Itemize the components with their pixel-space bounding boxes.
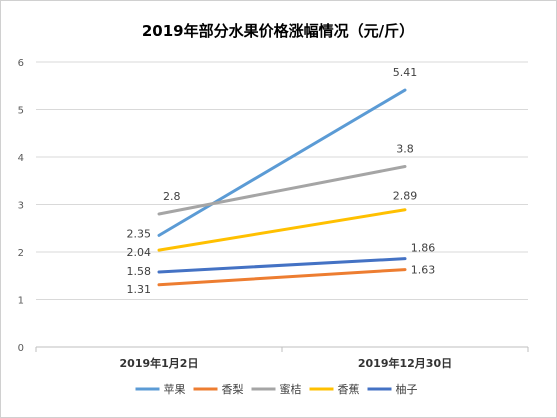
series-line [157, 88, 407, 237]
x-axis: 2019年1月2日 2019年12月30日 [35, 347, 529, 370]
data-label: 1.58 [127, 265, 152, 278]
series-lines [157, 88, 407, 287]
data-labels: 2.35 5.41 1.31 1.63 2.8 3.8 2.04 2.89 1.58 1.86 [127, 66, 436, 296]
y-tick-label: 4 [18, 153, 24, 164]
series-line [157, 165, 407, 216]
y-tick-label: 0 [18, 343, 24, 354]
y-tick-label: 2 [18, 248, 24, 259]
x-category-label: 2019年12月30日 [358, 356, 452, 370]
data-label: 2.8 [163, 190, 181, 203]
legend: 苹果 香梨 蜜桔 香蕉 柚子 [135, 382, 418, 396]
x-category-label: 2019年1月2日 [120, 356, 199, 370]
y-axis-ticks: 0 1 2 3 4 5 6 [18, 58, 24, 354]
series-line [157, 257, 407, 274]
data-label: 2.35 [127, 227, 152, 240]
chart-title: 2019年部分水果价格涨幅情况（元/斤） [142, 22, 414, 40]
series-line [157, 208, 407, 252]
data-label: 1.63 [411, 264, 436, 277]
data-label: 1.31 [127, 283, 152, 296]
y-tick-label: 1 [18, 296, 24, 307]
legend-label: 柚子 [396, 382, 418, 396]
legend-label: 苹果 [164, 382, 186, 396]
data-label: 1.86 [411, 242, 436, 255]
y-tick-label: 6 [18, 58, 24, 69]
data-label: 2.04 [127, 246, 152, 259]
legend-label: 香蕉 [338, 383, 360, 396]
gridlines [36, 61, 528, 348]
y-tick-label: 3 [18, 201, 24, 212]
y-tick-label: 5 [18, 106, 24, 117]
series-line [157, 268, 407, 287]
data-label: 2.89 [393, 190, 418, 203]
data-label: 5.41 [393, 66, 418, 79]
data-label: 3.8 [396, 143, 414, 156]
legend-label: 蜜桔 [280, 382, 302, 396]
legend-label: 香梨 [222, 382, 244, 396]
